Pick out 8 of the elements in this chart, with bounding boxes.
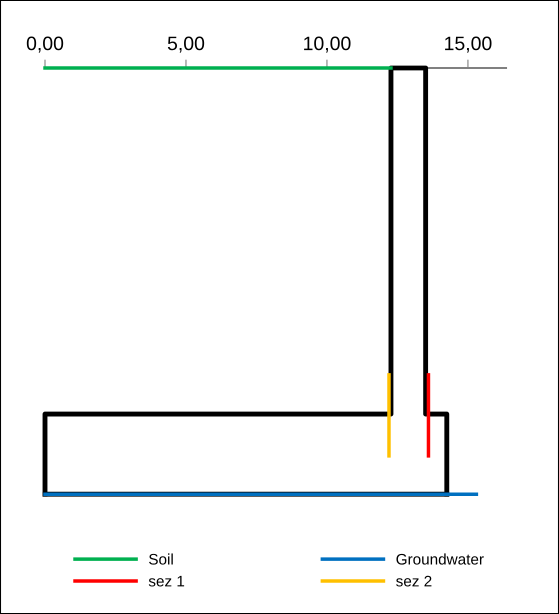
x-tick-label: 5,00 (168, 36, 204, 53)
legend-label: sez 2 (396, 576, 432, 587)
legend-label: sez 1 (148, 576, 184, 587)
x-tick-label: 0,00 (26, 36, 64, 53)
x-tick-label: 15,00 (445, 36, 492, 53)
x-tick-label: 10,00 (304, 36, 351, 53)
legend-label: Groundwater (396, 553, 484, 565)
legend-label: Soil (149, 553, 173, 565)
